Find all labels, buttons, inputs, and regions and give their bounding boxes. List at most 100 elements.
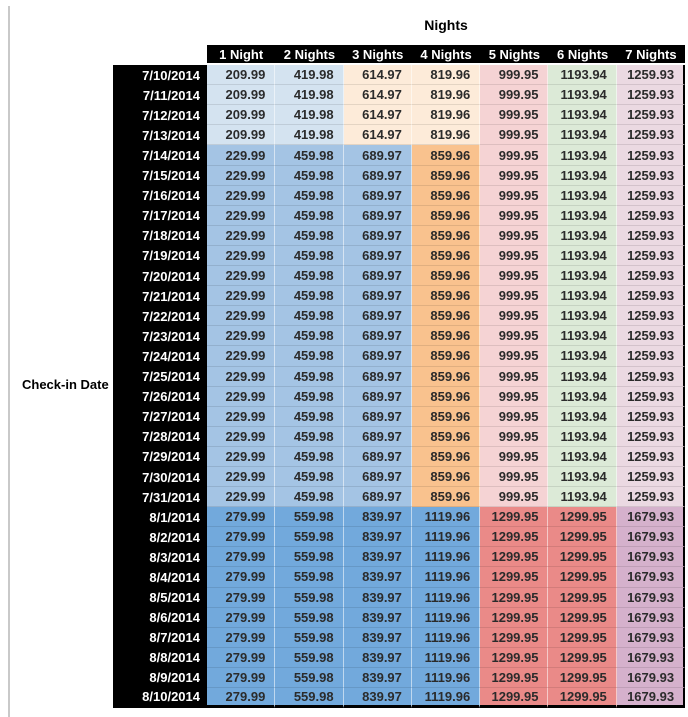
price-cell[interactable]: 819.96 — [411, 105, 481, 126]
price-cell[interactable]: 419.98 — [275, 125, 344, 146]
price-cell[interactable]: 689.97 — [343, 245, 412, 267]
price-cell[interactable]: 279.99 — [207, 627, 276, 648]
price-cell[interactable]: 859.96 — [411, 165, 481, 186]
price-cell[interactable]: 689.97 — [343, 466, 412, 488]
date-cell[interactable]: 7/12/2014 — [113, 105, 207, 126]
price-cell[interactable]: 839.97 — [343, 587, 412, 608]
price-cell[interactable]: 859.96 — [411, 205, 481, 226]
price-cell[interactable]: 999.95 — [480, 145, 549, 166]
price-cell[interactable]: 1259.93 — [616, 245, 686, 267]
price-cell[interactable]: 1119.96 — [411, 547, 481, 568]
price-cell[interactable]: 1259.93 — [616, 225, 686, 246]
price-cell[interactable]: 689.97 — [343, 366, 412, 387]
price-cell[interactable]: 1679.93 — [616, 627, 686, 648]
date-cell[interactable]: 7/18/2014 — [113, 225, 207, 246]
price-cell[interactable]: 1193.94 — [548, 225, 617, 246]
price-cell[interactable]: 859.96 — [411, 487, 481, 508]
price-cell[interactable]: 1259.93 — [616, 205, 686, 226]
price-cell[interactable]: 1193.94 — [548, 426, 617, 447]
price-cell[interactable]: 229.99 — [207, 386, 276, 407]
price-cell[interactable]: 999.95 — [480, 406, 549, 427]
date-cell[interactable]: 7/16/2014 — [113, 185, 207, 206]
price-cell[interactable]: 614.97 — [343, 85, 412, 106]
price-cell[interactable]: 1259.93 — [616, 366, 686, 387]
price-cell[interactable]: 1193.94 — [548, 165, 617, 186]
price-cell[interactable]: 859.96 — [411, 225, 481, 246]
price-cell[interactable]: 459.98 — [275, 205, 344, 226]
date-cell[interactable]: 7/14/2014 — [113, 145, 207, 166]
price-cell[interactable]: 839.97 — [343, 647, 412, 668]
price-cell[interactable]: 1679.93 — [616, 527, 686, 548]
price-cell[interactable]: 819.96 — [411, 65, 481, 86]
price-cell[interactable]: 689.97 — [343, 406, 412, 427]
price-cell[interactable]: 459.98 — [275, 165, 344, 186]
date-cell[interactable]: 7/31/2014 — [113, 487, 207, 508]
price-cell[interactable]: 859.96 — [411, 466, 481, 488]
column-header-7-night[interactable]: 7 Nights — [616, 45, 686, 63]
price-cell[interactable]: 1193.94 — [548, 326, 617, 347]
price-cell[interactable]: 1679.93 — [616, 547, 686, 568]
price-cell[interactable]: 839.97 — [343, 667, 412, 688]
price-cell[interactable]: 559.98 — [275, 647, 344, 668]
price-cell[interactable]: 1299.95 — [548, 507, 617, 528]
price-cell[interactable]: 459.98 — [275, 245, 344, 267]
price-cell[interactable]: 1193.94 — [548, 205, 617, 226]
price-cell[interactable]: 229.99 — [207, 326, 276, 347]
price-cell[interactable]: 1193.94 — [548, 185, 617, 206]
price-cell[interactable]: 839.97 — [343, 607, 412, 628]
price-cell[interactable]: 279.99 — [207, 647, 276, 668]
price-cell[interactable]: 229.99 — [207, 446, 276, 467]
price-cell[interactable]: 459.98 — [275, 346, 344, 367]
price-cell[interactable]: 1193.94 — [548, 266, 617, 287]
price-cell[interactable]: 279.99 — [207, 607, 276, 628]
price-cell[interactable]: 999.95 — [480, 466, 549, 488]
date-cell[interactable]: 8/3/2014 — [113, 547, 207, 568]
date-cell[interactable]: 7/11/2014 — [113, 85, 207, 106]
price-cell[interactable]: 1193.94 — [548, 125, 617, 146]
price-cell[interactable]: 1119.96 — [411, 507, 481, 528]
price-cell[interactable]: 1679.93 — [616, 647, 686, 668]
date-cell[interactable]: 7/19/2014 — [113, 245, 207, 267]
price-cell[interactable]: 419.98 — [275, 85, 344, 106]
price-cell[interactable]: 229.99 — [207, 406, 276, 427]
price-cell[interactable]: 999.95 — [480, 326, 549, 347]
price-cell[interactable]: 229.99 — [207, 306, 276, 327]
price-cell[interactable]: 459.98 — [275, 306, 344, 327]
price-cell[interactable]: 459.98 — [275, 286, 344, 307]
price-cell[interactable]: 1299.95 — [548, 547, 617, 568]
price-cell[interactable]: 1259.93 — [616, 386, 686, 407]
date-cell[interactable]: 7/15/2014 — [113, 165, 207, 186]
price-cell[interactable]: 689.97 — [343, 326, 412, 347]
price-cell[interactable]: 459.98 — [275, 487, 344, 508]
price-cell[interactable]: 279.99 — [207, 547, 276, 568]
price-cell[interactable]: 1299.95 — [480, 587, 549, 608]
price-cell[interactable]: 559.98 — [275, 507, 344, 528]
price-cell[interactable]: 689.97 — [343, 185, 412, 206]
price-cell[interactable]: 459.98 — [275, 225, 344, 246]
price-cell[interactable]: 689.97 — [343, 487, 412, 508]
price-cell[interactable]: 999.95 — [480, 286, 549, 307]
price-cell[interactable]: 819.96 — [411, 85, 481, 106]
price-cell[interactable]: 859.96 — [411, 406, 481, 427]
date-cell[interactable]: 7/24/2014 — [113, 346, 207, 367]
price-cell[interactable]: 419.98 — [275, 65, 344, 86]
price-cell[interactable]: 229.99 — [207, 266, 276, 287]
price-cell[interactable]: 999.95 — [480, 386, 549, 407]
price-cell[interactable]: 999.95 — [480, 165, 549, 186]
price-cell[interactable]: 229.99 — [207, 487, 276, 508]
price-cell[interactable]: 999.95 — [480, 105, 549, 126]
price-cell[interactable]: 459.98 — [275, 406, 344, 427]
price-cell[interactable]: 209.99 — [207, 85, 276, 106]
price-cell[interactable]: 209.99 — [207, 125, 276, 146]
price-cell[interactable]: 859.96 — [411, 326, 481, 347]
price-cell[interactable]: 1299.95 — [548, 607, 617, 628]
date-cell[interactable]: 8/4/2014 — [113, 567, 207, 588]
price-cell[interactable]: 1679.93 — [616, 607, 686, 628]
price-cell[interactable]: 1259.93 — [616, 426, 686, 447]
price-cell[interactable]: 999.95 — [480, 85, 549, 106]
price-cell[interactable]: 689.97 — [343, 266, 412, 287]
price-cell[interactable]: 1259.93 — [616, 165, 686, 186]
price-cell[interactable]: 559.98 — [275, 627, 344, 648]
price-cell[interactable]: 1193.94 — [548, 446, 617, 467]
price-cell[interactable]: 459.98 — [275, 326, 344, 347]
